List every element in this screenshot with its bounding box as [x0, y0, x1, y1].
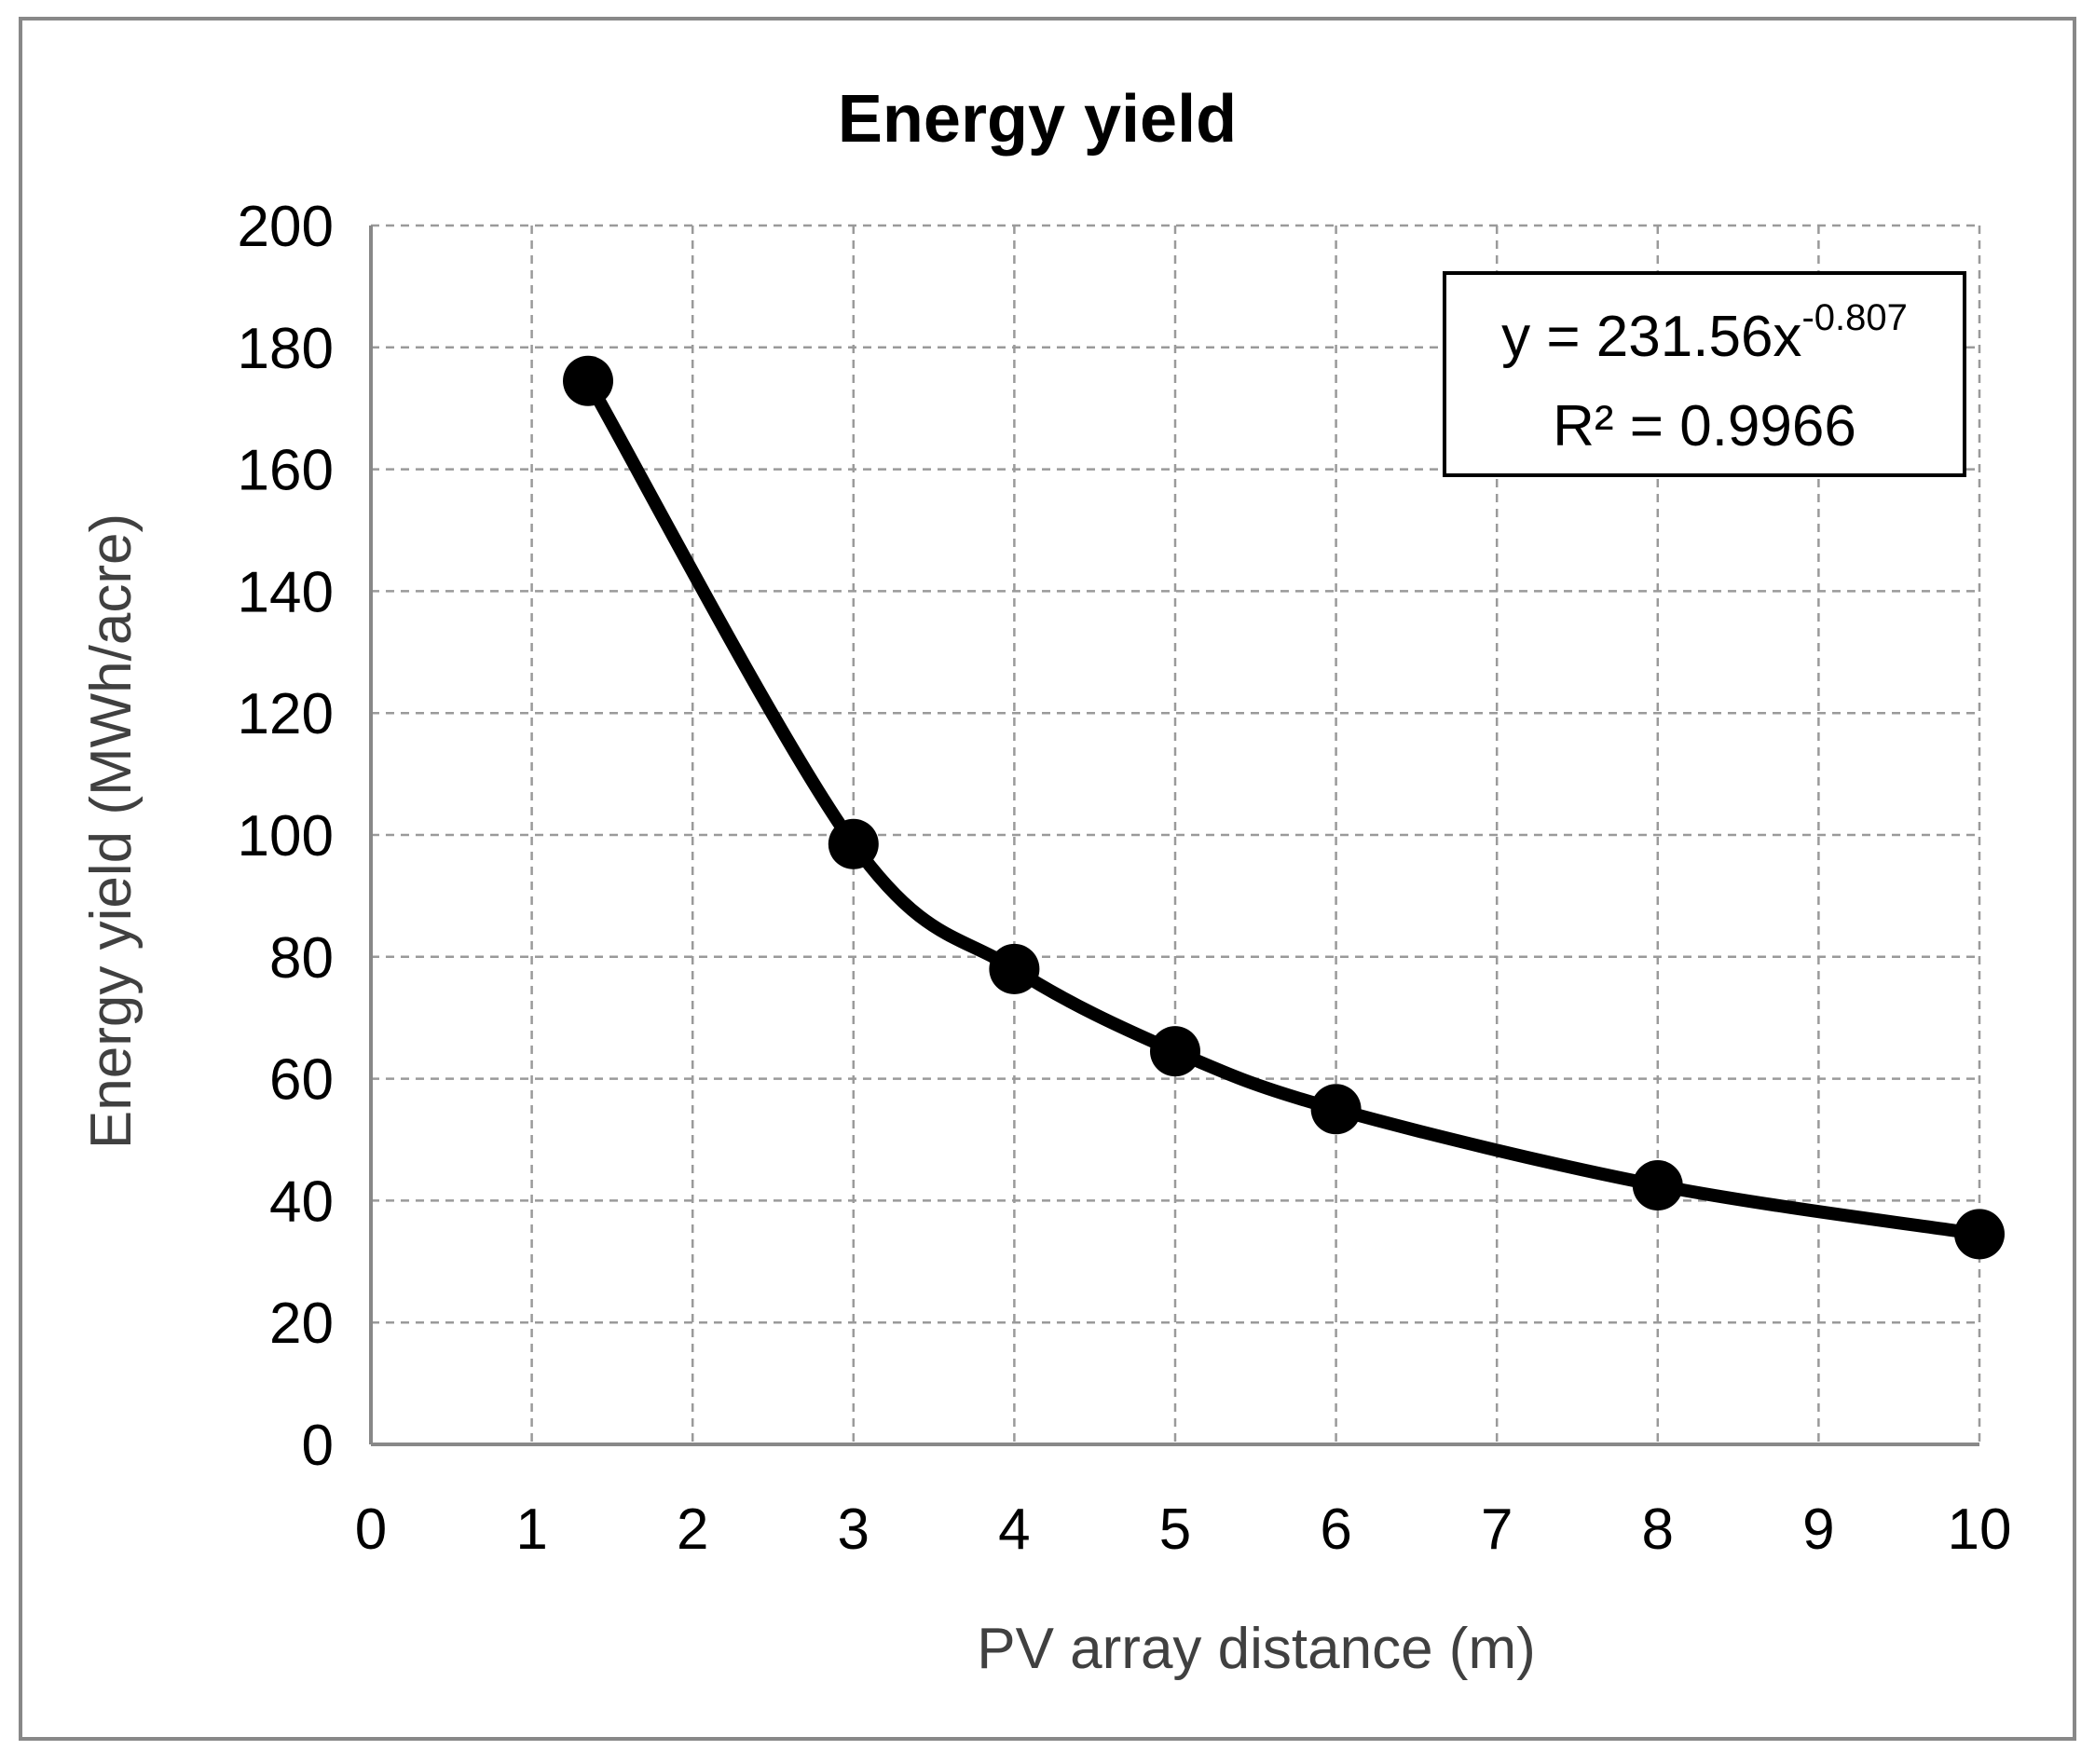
x-axis-label: PV array distance (m) [977, 1617, 1536, 1681]
y-tick-label: 80 [269, 926, 334, 991]
axes [369, 226, 1979, 1446]
y-tick-label: 200 [238, 195, 334, 259]
r-squared-label: R² = 0.9966 [1553, 394, 1856, 458]
equation-base: y = 231.56x [1501, 305, 1801, 369]
y-axis-label: Energy yield (MWh/acre) [79, 513, 144, 1149]
y-tick-label: 20 [269, 1292, 334, 1356]
x-tick-label: 8 [1642, 1497, 1674, 1562]
x-tick-label: 5 [1159, 1497, 1191, 1562]
trendline-equation: y = 231.56x-0.807 [1501, 297, 1908, 369]
equation-box-frame [1443, 271, 1966, 477]
x-tick-label: 7 [1481, 1497, 1513, 1562]
data-point [1310, 1084, 1362, 1135]
x-tick-label: 1 [515, 1497, 547, 1562]
x-tick-label: 2 [677, 1497, 708, 1562]
y-tick-label: 160 [238, 439, 334, 503]
data-point [1632, 1160, 1683, 1211]
x-tick-label: 6 [1320, 1497, 1351, 1562]
x-tick-label: 3 [838, 1497, 869, 1562]
data-point [989, 943, 1040, 994]
data-point [828, 818, 879, 869]
data-point [563, 355, 614, 406]
x-tick-labels: 0 1 2 3 4 5 6 7 8 9 10 [355, 1497, 2012, 1562]
y-tick-label: 120 [238, 682, 334, 746]
y-tick-label: 40 [269, 1169, 334, 1234]
y-tick-label: 60 [269, 1048, 334, 1113]
x-tick-label: 10 [1948, 1497, 2012, 1562]
data-points [563, 355, 2005, 1260]
y-tick-label: 0 [302, 1414, 334, 1478]
grid-lines [371, 224, 1981, 1444]
y-tick-label: 140 [238, 560, 334, 624]
y-tick-label: 100 [238, 804, 334, 868]
data-point [1150, 1026, 1200, 1077]
y-tick-labels: 0 20 40 60 80 100 120 140 160 180 200 [238, 195, 334, 1478]
y-tick-label: 180 [238, 317, 334, 381]
chart-title: Energy yield [838, 82, 1237, 157]
x-tick-label: 4 [998, 1497, 1030, 1562]
equation-exponent: -0.807 [1801, 297, 1907, 338]
x-tick-label: 0 [355, 1497, 387, 1562]
data-point [1954, 1209, 2005, 1260]
trendline-equation-box: y = 231.56x-0.807 R² = 0.9966 [1443, 271, 1966, 477]
x-tick-label: 9 [1802, 1497, 1834, 1562]
